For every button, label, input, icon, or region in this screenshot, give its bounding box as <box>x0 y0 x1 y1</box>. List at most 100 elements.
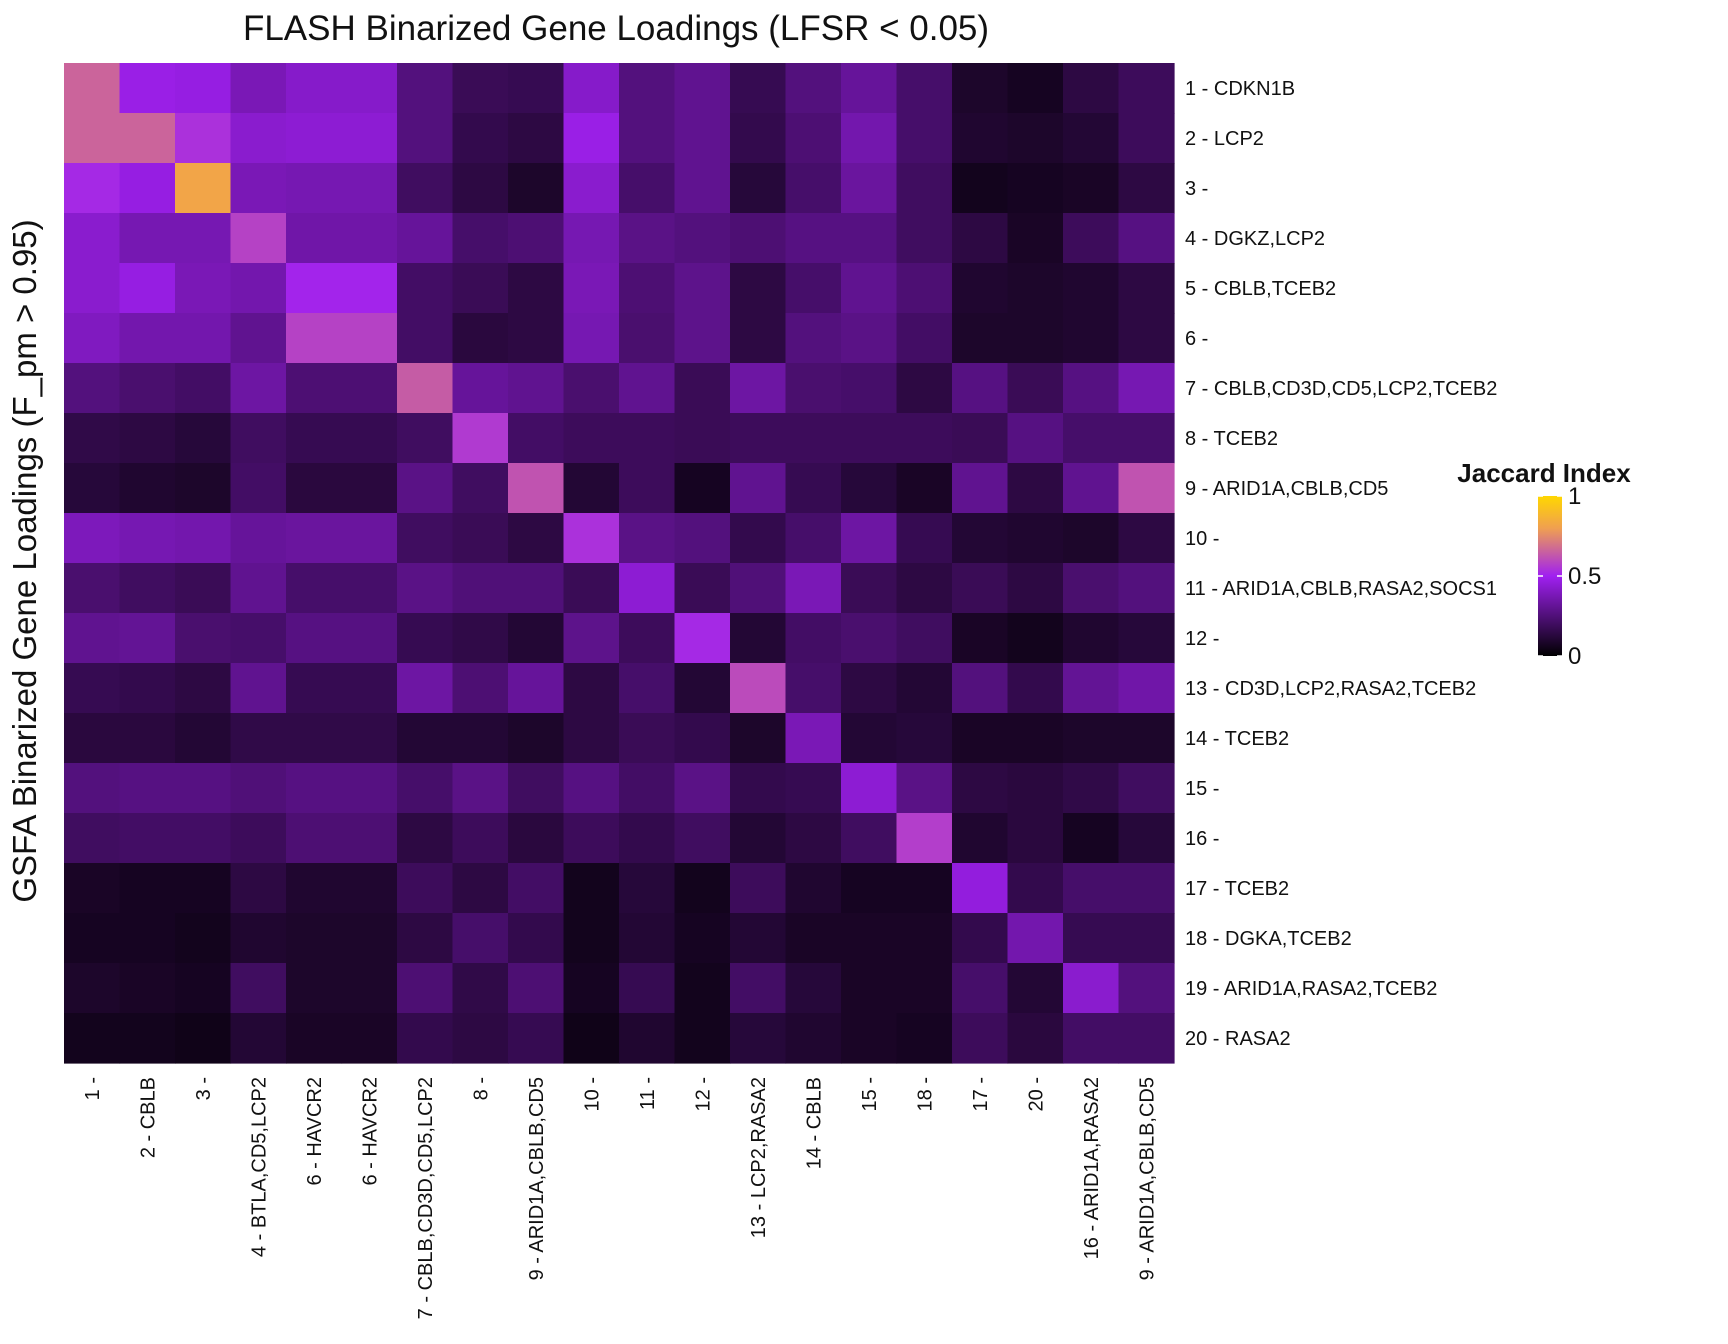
x-tick-label: 16 - ARID1A,RASA2 <box>1081 1077 1103 1259</box>
x-tick-label: 15 - <box>859 1077 881 1111</box>
heatmap-cell <box>674 763 731 814</box>
heatmap-cell <box>452 213 509 264</box>
heatmap-cell <box>1007 963 1064 1014</box>
heatmap-cell <box>674 463 731 514</box>
heatmap-cell <box>119 1013 176 1064</box>
heatmap-cell <box>230 213 287 264</box>
legend-ticks: 00.51 <box>1538 483 1601 670</box>
heatmap-cell <box>1118 263 1175 314</box>
heatmap-cell <box>286 563 343 614</box>
heatmap-cell <box>230 763 287 814</box>
heatmap-cell <box>175 513 232 564</box>
heatmap-cell <box>119 113 176 164</box>
x-tick-label: 9 - ARID1A,CBLB,CD5 <box>1136 1077 1158 1280</box>
heatmap-cell <box>563 613 620 664</box>
heatmap-cell <box>674 263 731 314</box>
heatmap-cell <box>841 613 898 664</box>
heatmap-cell <box>230 813 287 864</box>
heatmap-cell <box>230 263 287 314</box>
heatmap-cell <box>397 213 454 264</box>
heatmap-cell <box>64 213 121 264</box>
heatmap-cell <box>230 63 287 114</box>
heatmap-cell <box>64 863 121 914</box>
heatmap-cell <box>341 313 398 364</box>
heatmap-cell <box>397 763 454 814</box>
heatmap-cell <box>397 263 454 314</box>
heatmap-cell <box>119 213 176 264</box>
heatmap-cell <box>508 1013 565 1064</box>
y-tick-label: 8 - TCEB2 <box>1185 428 1278 450</box>
heatmap-cell <box>230 463 287 514</box>
heatmap-cell <box>785 513 842 564</box>
heatmap-cell <box>1118 813 1175 864</box>
heatmap-cell <box>674 913 731 964</box>
heatmap-cell <box>341 513 398 564</box>
heatmap-cell <box>452 763 509 814</box>
heatmap-cell <box>619 163 676 214</box>
heatmap-cell <box>1063 963 1120 1014</box>
heatmap-cell <box>508 63 565 114</box>
heatmap-cell <box>1063 113 1120 164</box>
y-tick-label: 3 - <box>1185 178 1208 200</box>
heatmap-cell <box>452 363 509 414</box>
heatmap-cell <box>175 63 232 114</box>
y-tick-label: 7 - CBLB,CD3D,CD5,LCP2,TCEB2 <box>1185 378 1497 400</box>
heatmap-cell <box>674 1013 731 1064</box>
heatmap-cell <box>1007 413 1064 464</box>
y-tick-label: 13 - CD3D,LCP2,RASA2,TCEB2 <box>1185 678 1476 700</box>
heatmap-cell <box>1063 163 1120 214</box>
legend-tick-label: 0.5 <box>1568 563 1601 590</box>
heatmap-cell <box>674 413 731 464</box>
heatmap-cell <box>452 613 509 664</box>
heatmap-cell <box>64 963 121 1014</box>
heatmap-cell <box>896 263 953 314</box>
heatmap-cell <box>619 113 676 164</box>
heatmap-cell <box>841 263 898 314</box>
heatmap-cell <box>397 813 454 864</box>
heatmap-cell <box>119 263 176 314</box>
heatmap-cell <box>730 813 787 864</box>
heatmap-cell <box>619 713 676 764</box>
heatmap-cell <box>730 513 787 564</box>
heatmap-cell <box>175 163 232 214</box>
heatmap-cell <box>785 413 842 464</box>
heatmap-cell <box>230 1013 287 1064</box>
heatmap-cell <box>286 413 343 464</box>
heatmap-cell <box>119 963 176 1014</box>
heatmap-cell <box>841 413 898 464</box>
heatmap-cell <box>1007 163 1064 214</box>
heatmap-cell <box>1007 713 1064 764</box>
heatmap-cell <box>1118 713 1175 764</box>
y-axis-label: GSFA Binarized Gene Loadings (F_pm > 0.9… <box>6 219 43 902</box>
y-tick-label: 15 - <box>1185 778 1219 800</box>
heatmap-cells <box>64 63 1175 1064</box>
heatmap-cell <box>452 513 509 564</box>
heatmap-cell <box>730 263 787 314</box>
heatmap-cell <box>1007 813 1064 864</box>
heatmap-cell <box>119 363 176 414</box>
heatmap-cell <box>341 1013 398 1064</box>
heatmap-cell <box>730 963 787 1014</box>
heatmap-cell <box>1007 563 1064 614</box>
y-tick-label: 20 - RASA2 <box>1185 1028 1291 1050</box>
heatmap-cell <box>1118 63 1175 114</box>
heatmap-cell <box>230 513 287 564</box>
heatmap-cell <box>397 963 454 1014</box>
heatmap-cell <box>286 113 343 164</box>
x-tick-label: 10 - <box>581 1077 603 1111</box>
heatmap-cell <box>952 413 1009 464</box>
heatmap-cell <box>286 763 343 814</box>
heatmap-cell <box>841 363 898 414</box>
heatmap-cell <box>785 813 842 864</box>
heatmap-cell <box>397 863 454 914</box>
heatmap-cell <box>952 63 1009 114</box>
heatmap-cell <box>508 863 565 914</box>
heatmap-cell <box>175 113 232 164</box>
heatmap-cell <box>1118 913 1175 964</box>
heatmap-cell <box>619 863 676 914</box>
heatmap-cell <box>64 913 121 964</box>
heatmap-cell <box>1118 313 1175 364</box>
heatmap-cell <box>119 913 176 964</box>
chart-title: FLASH Binarized Gene Loadings (LFSR < 0.… <box>243 9 989 48</box>
heatmap-cell <box>508 113 565 164</box>
